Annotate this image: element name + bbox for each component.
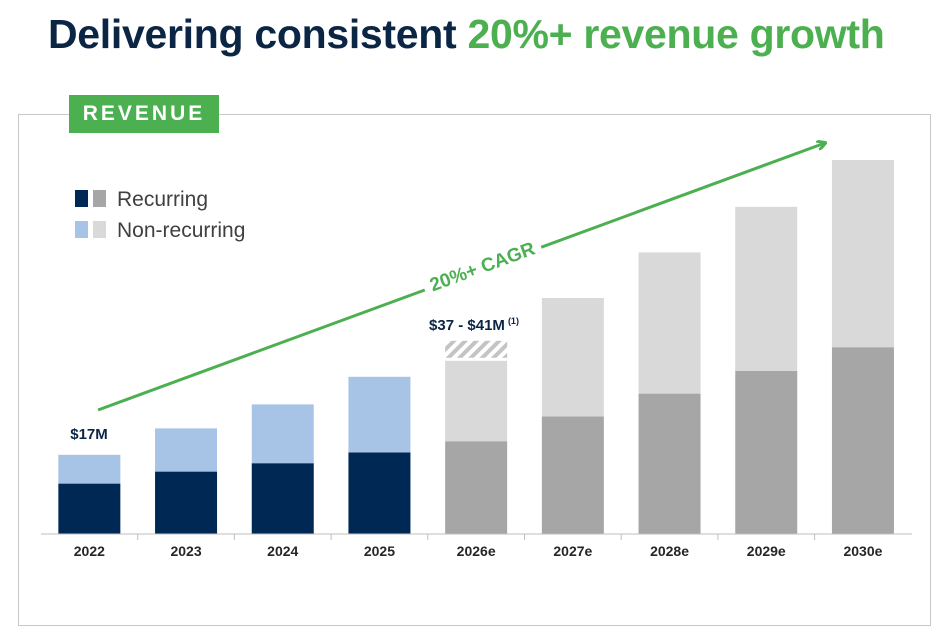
bar-recurring-2030e (831, 347, 894, 534)
bar-recurring-2026e (445, 441, 508, 534)
legend-swatch-recurring-estimate (93, 190, 106, 207)
range-footnote: (1) (508, 316, 519, 326)
legend: Recurring Non-recurring (75, 188, 245, 242)
legend-swatch-recurring-actual (75, 190, 88, 207)
legend-swatch-nonrecurring-actual (75, 221, 88, 238)
bar-recurring-2024 (251, 463, 314, 534)
bar-recurring-2027e (541, 416, 604, 534)
legend-swatch-nonrecurring-estimate (93, 221, 106, 238)
x-tick-label-2027e: 2027e (553, 543, 592, 559)
bar-recurring-2025 (348, 452, 411, 534)
bar-recurring-2023 (155, 471, 218, 534)
x-tick-label-2029e: 2029e (747, 543, 786, 559)
x-tick-label-2026e: 2026e (457, 543, 496, 559)
legend-label-recurring: Recurring (117, 188, 208, 211)
bar-recurring-2028e (638, 393, 701, 534)
x-tick-label-2023: 2023 (170, 543, 201, 559)
cagr-label-background (418, 230, 545, 300)
bar-recurring-2029e (735, 370, 798, 534)
chart-panel (18, 114, 931, 626)
bar-nonrecurring-2022 (58, 454, 121, 484)
x-tick-label-2022: 2022 (74, 543, 105, 559)
bar-recurring-2022 (58, 483, 121, 534)
x-tick-label-2025: 2025 (364, 543, 395, 559)
legend-label-nonrecurring: Non-recurring (117, 219, 245, 242)
bar-nonrecurring-2026e (445, 360, 508, 442)
bar-range-hatch-2026e (445, 340, 508, 358)
x-ticks-group: 2022 2023 2024 2025 2026e 2027e 2028e 2029e 2030… (74, 534, 883, 559)
range-label-text: $37 - $41M (429, 317, 505, 334)
x-tick-label-2024: 2024 (267, 543, 298, 559)
revenue-badge: REVENUE (69, 95, 219, 133)
bar-nonrecurring-2023 (155, 428, 218, 472)
bar-nonrecurring-2030e (831, 160, 894, 348)
bars-group (58, 160, 894, 534)
x-tick-label-2028e: 2028e (650, 543, 689, 559)
bar-nonrecurring-2024 (251, 404, 314, 464)
x-tick-label-2030e: 2030e (843, 543, 882, 559)
title-part-2: 20%+ revenue growth (467, 11, 885, 57)
bar-nonrecurring-2025 (348, 376, 411, 453)
title-part-1: Delivering consistent (48, 11, 468, 57)
bar-nonrecurring-2029e (735, 206, 798, 371)
data-label-range: $37 - $41M (1) (429, 316, 519, 334)
data-label-2022: $17M (70, 426, 108, 443)
bar-nonrecurring-2027e (541, 298, 604, 417)
page-title: Delivering consistent 20%+ revenue growt… (48, 8, 885, 60)
cagr-label-group: 20%+ CAGR (418, 230, 545, 300)
bar-nonrecurring-2028e (638, 252, 701, 394)
